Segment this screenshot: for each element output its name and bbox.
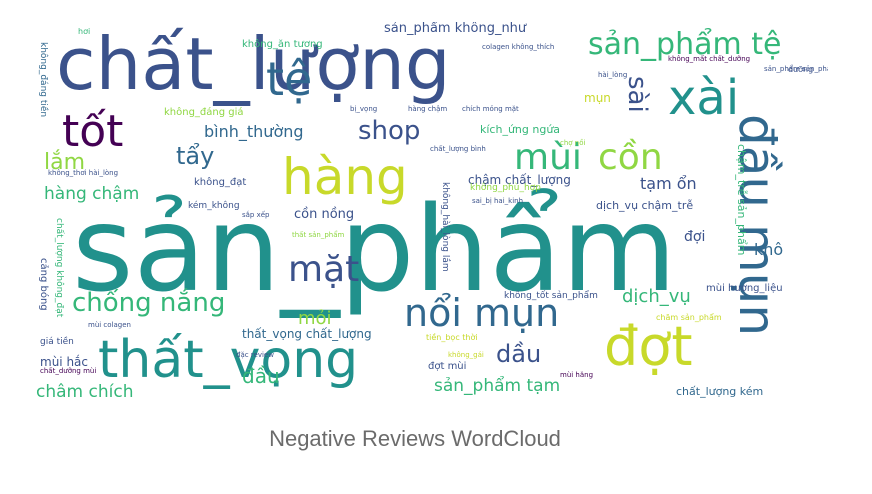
word-cloud-term: sản_phẩm không_như bbox=[384, 22, 527, 36]
word-cloud-term: nổi mụn bbox=[404, 291, 560, 335]
word-cloud-term: chợ nồi bbox=[560, 139, 586, 147]
word-cloud-term: thất sản_phẩm bbox=[292, 231, 345, 239]
word-cloud-term: đặc review bbox=[236, 351, 274, 359]
word-cloud-term: mùi colagen bbox=[88, 321, 131, 329]
word-cloud-term: hàng bbox=[282, 148, 408, 206]
word-cloud-term: sản_phẩm sản_phẩm bbox=[764, 65, 828, 73]
word-cloud-term: sai_bị hai_kinh bbox=[472, 197, 524, 205]
word-cloud-term: dịch_vụ bbox=[622, 286, 691, 307]
word-cloud-term: kích_ứng ngứa bbox=[480, 123, 561, 136]
word-cloud-term: mùi hắc bbox=[40, 355, 88, 369]
word-cloud-term: không_thơi hài_lòng bbox=[48, 169, 119, 177]
word-cloud-term: không_đáng giá bbox=[164, 107, 244, 118]
word-cloud-term: đợt bbox=[604, 315, 693, 378]
word-cloud-term: không_mất chất_dưỡng bbox=[668, 55, 751, 63]
word-cloud-term: tệ bbox=[266, 52, 313, 106]
word-cloud-term: sắp xếp bbox=[242, 211, 270, 219]
word-cloud-term: chậm_trễ sản_phẩm bbox=[735, 144, 748, 256]
word-cloud-term: mặt bbox=[288, 249, 360, 290]
word-cloud-term: mỏi bbox=[298, 308, 332, 329]
word-cloud-term: hàng chậm bbox=[44, 184, 140, 204]
word-cloud-term: sài bbox=[622, 76, 652, 113]
word-cloud-term: dầu bbox=[496, 340, 542, 368]
word-cloud-term: sản_phẩm bbox=[72, 180, 677, 318]
word-cloud-term: chất_lượng không_đạt bbox=[54, 218, 64, 318]
word-cloud-term: chống nắng bbox=[72, 288, 226, 318]
word-cloud-term: sản_phẩm tạm bbox=[434, 376, 561, 396]
word-cloud-term: không_hài_lòng lắm bbox=[440, 182, 450, 272]
word-cloud-term: tốt bbox=[62, 106, 124, 157]
word-cloud-term: tiền_bọc thời bbox=[426, 333, 478, 342]
word-cloud-term: sản_phẩm tệ bbox=[588, 27, 782, 62]
word-cloud-term: hàng chậm bbox=[408, 105, 448, 113]
word-cloud-term: không_đạt bbox=[194, 177, 247, 188]
word-cloud-term: mùi hương_liệu bbox=[706, 283, 783, 294]
word-cloud-term: đợi bbox=[684, 229, 706, 245]
word-cloud-term: chất_dưỡng mùi bbox=[40, 367, 97, 375]
word-cloud-term: giá tiền bbox=[40, 337, 74, 347]
word-cloud-term: cồn bbox=[598, 137, 663, 178]
word-cloud-term: mùi bbox=[514, 137, 582, 178]
word-cloud-term: không_ăn tương bbox=[242, 39, 323, 50]
word-cloud-term: bị_vọng bbox=[350, 105, 378, 113]
figure-caption: Negative Reviews WordCloud bbox=[269, 426, 561, 451]
word-cloud-term: tẩy bbox=[176, 142, 215, 170]
word-cloud-term: không_tốt sản_phẩm bbox=[504, 291, 598, 301]
word-cloud-term: không_phù_hợp bbox=[470, 183, 541, 193]
wordcloud-image: sản_phẩm chất_lượng tệ xài tốt hàng mùi … bbox=[36, 22, 828, 414]
word-cloud-term: khô bbox=[754, 240, 784, 259]
word-cloud-term: chất_lượng bình bbox=[430, 145, 486, 153]
word-cloud-term: kém_không bbox=[188, 201, 240, 211]
word-cloud-term: thất_vọng bbox=[98, 330, 359, 390]
word-cloud-term: shop bbox=[358, 116, 421, 146]
word-cloud-term: bình_thường bbox=[204, 122, 304, 141]
word-cloud-term: xài bbox=[668, 70, 740, 126]
word-cloud-term: châm chích bbox=[36, 382, 134, 402]
word-cloud-term: thất_vọng chất_lượng bbox=[242, 327, 372, 341]
word-cloud-term: dịch_vụ chậm_trễ bbox=[596, 199, 694, 212]
word-cloud-term: đầu mụn bbox=[728, 114, 786, 337]
word-cloud-term: không_gái bbox=[448, 351, 484, 359]
word-cloud-term: cảng bóng bbox=[38, 258, 49, 311]
word-cloud-term: tạm ổn bbox=[640, 174, 697, 193]
word-cloud-term: không_đáng tiền bbox=[38, 42, 48, 118]
word-cloud-term: chậm chất_lượng bbox=[468, 173, 571, 187]
word-cloud-term: chất_lượng bbox=[56, 22, 451, 106]
word-cloud-term: chăm sản_phẩm bbox=[656, 313, 722, 322]
word-cloud-term: lắm bbox=[44, 150, 86, 175]
word-cloud-term: hơi bbox=[78, 27, 91, 36]
word-cloud-term: cồn nồng bbox=[294, 207, 355, 222]
word-cloud-term: chất_lượng kém bbox=[676, 385, 764, 398]
word-cloud-term: đợt mùi bbox=[428, 361, 467, 372]
word-cloud-term: đầu bbox=[242, 364, 280, 388]
word-cloud-term: chích mỏng mặt bbox=[462, 105, 519, 113]
word-cloud-term: dưỡng bbox=[788, 65, 814, 74]
word-cloud-term: mụn bbox=[584, 91, 611, 105]
word-cloud-term: mùi hăng bbox=[560, 371, 594, 379]
word-cloud-term: hài_lòng bbox=[598, 71, 628, 79]
word-cloud-term: colagen không_thích bbox=[482, 43, 555, 51]
